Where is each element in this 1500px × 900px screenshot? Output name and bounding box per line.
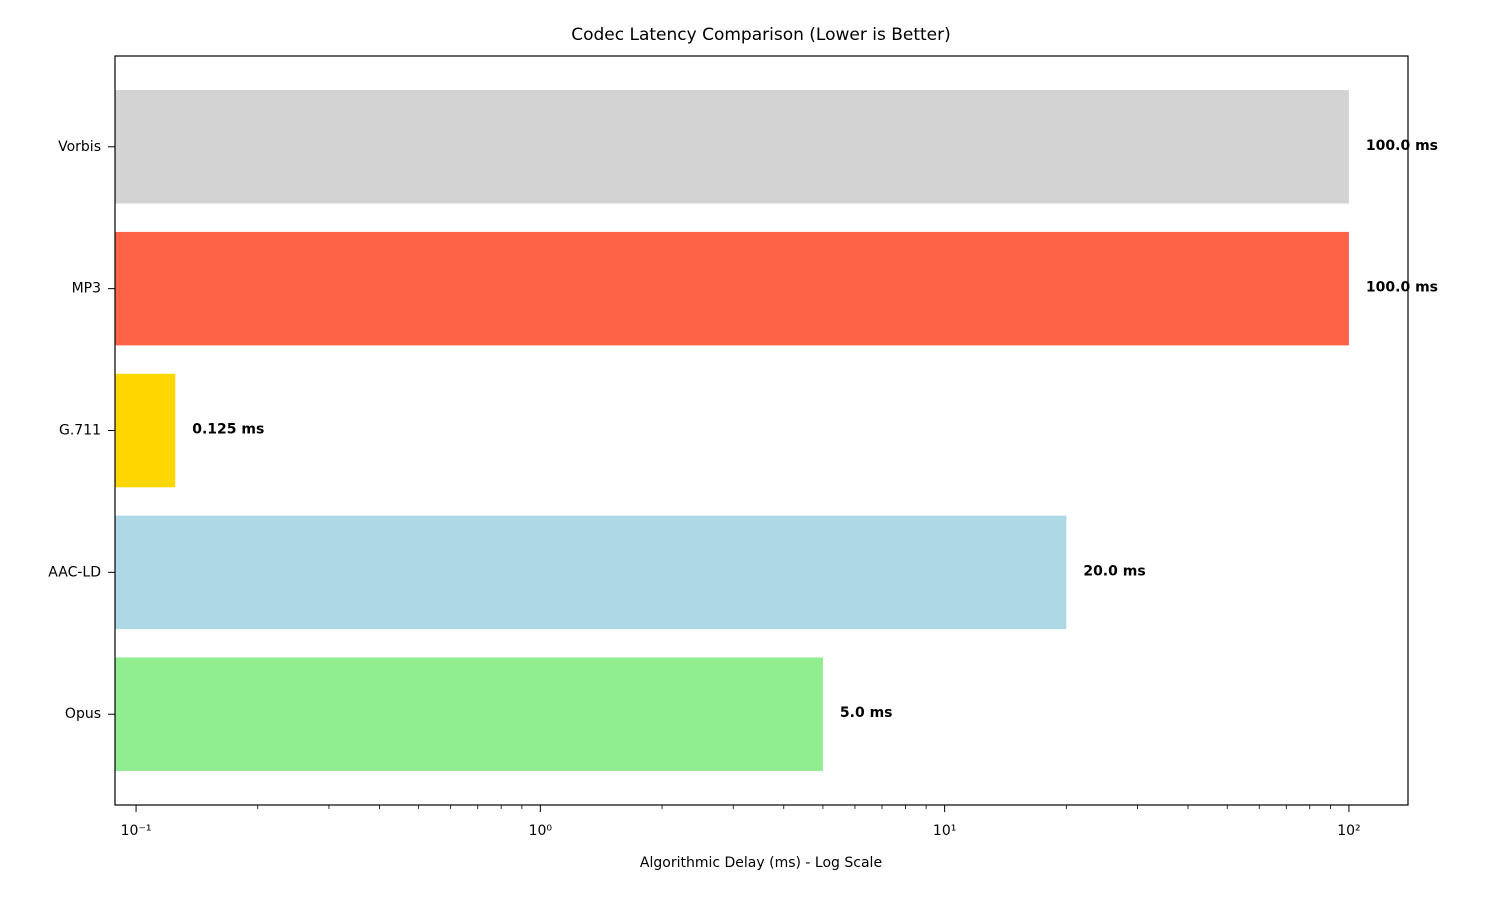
y-tick-label: Vorbis [58, 139, 101, 155]
value-label: 20.0 ms [1083, 563, 1145, 579]
y-tick-label: AAC-LD [48, 564, 101, 580]
value-label: 0.125 ms [192, 422, 264, 438]
bar [115, 231, 1349, 346]
bar [115, 373, 176, 488]
plot-frame [114, 55, 1409, 806]
y-tick-label: G.711 [59, 423, 101, 439]
x-tick-label: 10¹ [933, 823, 956, 839]
bar [115, 515, 1067, 630]
y-tick-label: MP3 [72, 281, 101, 297]
bar [115, 657, 823, 771]
x-axis-label: Algorithmic Delay (ms) - Log Scale [640, 855, 882, 871]
value-label: 100.0 ms [1366, 280, 1438, 296]
value-label: 5.0 ms [840, 705, 893, 721]
x-tick-label: 10⁰ [529, 823, 553, 839]
x-tick-label: 10² [1337, 823, 1360, 839]
value-label: 100.0 ms [1366, 138, 1438, 154]
chart-title: Codec Latency Comparison (Lower is Bette… [571, 25, 951, 45]
x-tick-label: 10⁻¹ [121, 823, 152, 839]
y-tick-label: Opus [65, 706, 101, 722]
bar [115, 90, 1349, 204]
